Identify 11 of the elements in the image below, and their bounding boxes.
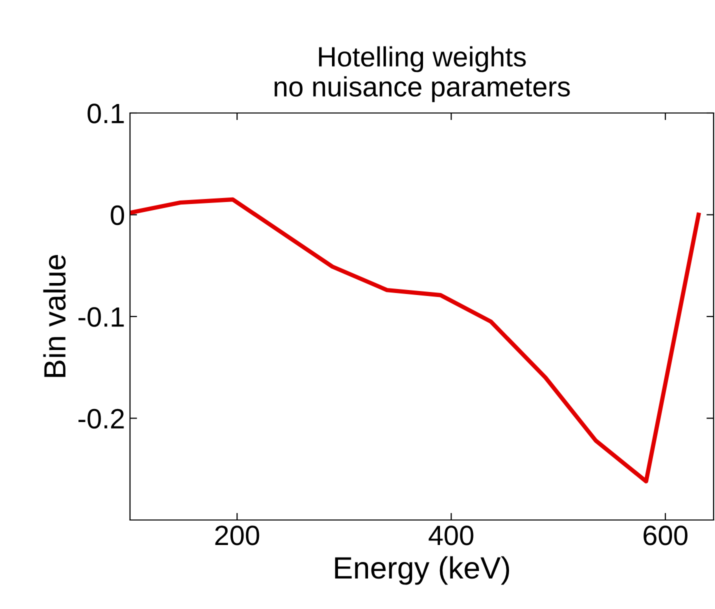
y-tick-label: 0 bbox=[110, 205, 124, 226]
y-tick-label: 0.1 bbox=[88, 104, 124, 124]
y-axis-title: Bin value bbox=[43, 255, 66, 377]
x-tick-label: 600 bbox=[644, 526, 688, 546]
x-tick-label: 400 bbox=[428, 526, 474, 546]
x-tick-label: 200 bbox=[215, 526, 260, 546]
chart-title: Hotelling weights no nuisance parameters bbox=[274, 46, 570, 102]
y-tick-label: -0.2 bbox=[78, 408, 124, 429]
y-tick-label: -0.1 bbox=[78, 307, 124, 327]
line-series bbox=[130, 197, 701, 484]
x-axis-title: Energy (keV) bbox=[335, 556, 510, 585]
